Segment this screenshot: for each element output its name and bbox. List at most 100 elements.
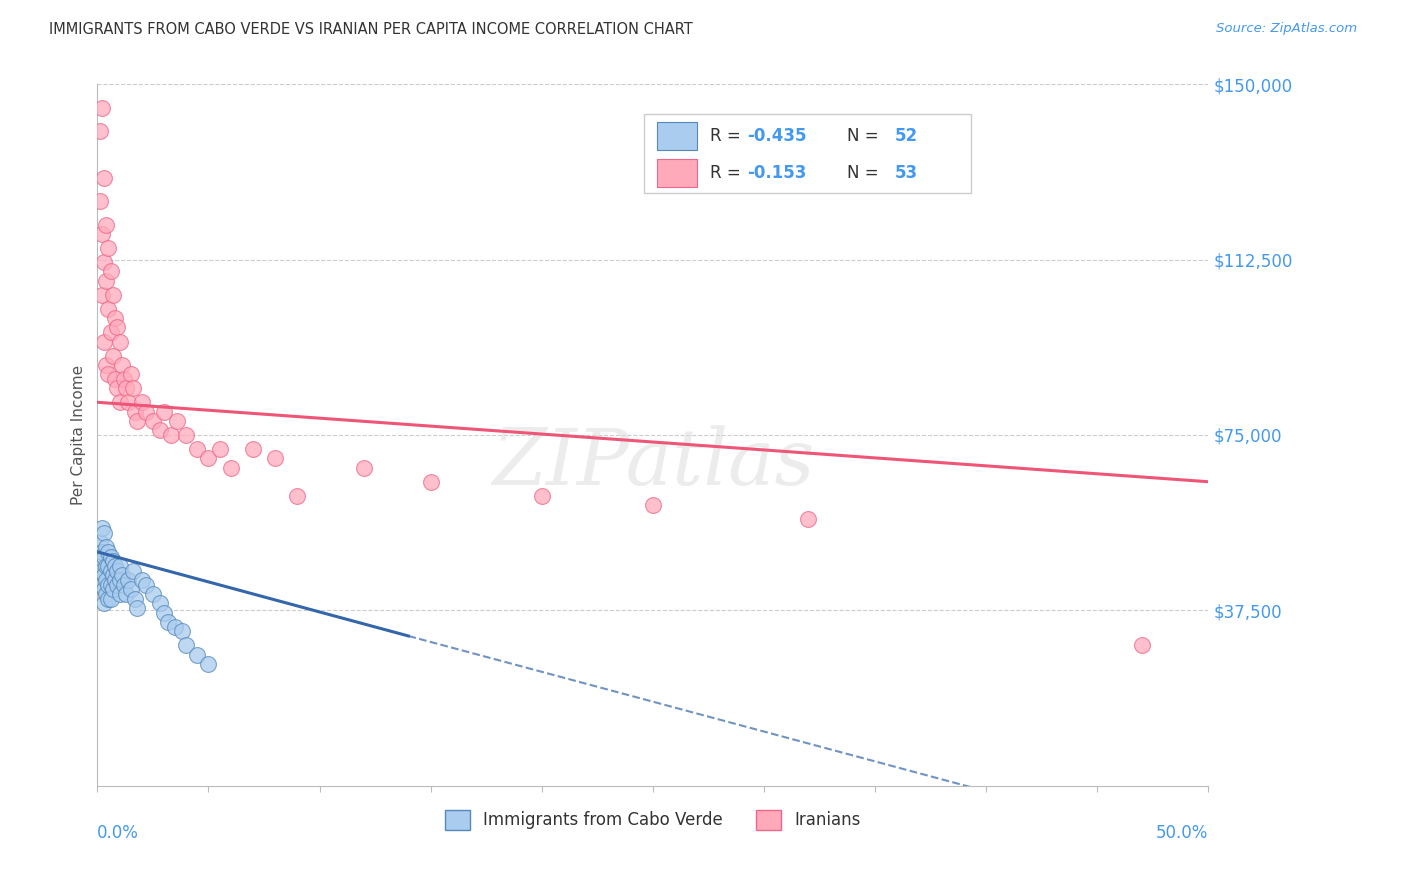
- Point: [112, 577, 135, 591]
- Legend: Immigrants from Cabo Verde, Iranians: Immigrants from Cabo Verde, Iranians: [439, 803, 868, 837]
- Point: [108, 587, 131, 601]
- Point: [108, 334, 131, 349]
- Point: [105, 320, 128, 334]
- Point: [93, 170, 115, 185]
- Point: [153, 606, 176, 620]
- Text: N =: N =: [846, 127, 884, 145]
- Point: [101, 554, 124, 568]
- Point: [100, 549, 122, 564]
- Point: [96, 274, 118, 288]
- Point: [120, 368, 142, 382]
- Point: [117, 395, 139, 409]
- Point: [135, 577, 157, 591]
- Point: [124, 591, 146, 606]
- Text: 53: 53: [894, 164, 918, 182]
- Point: [104, 573, 127, 587]
- Point: [170, 624, 193, 639]
- Point: [90, 577, 112, 591]
- Point: [90, 545, 112, 559]
- Point: [105, 577, 128, 591]
- Point: [100, 591, 122, 606]
- Point: [117, 573, 139, 587]
- Text: IMMIGRANTS FROM CABO VERDE VS IRANIAN PER CAPITA INCOME CORRELATION CHART: IMMIGRANTS FROM CABO VERDE VS IRANIAN PE…: [49, 22, 693, 37]
- Point: [96, 587, 118, 601]
- Point: [90, 101, 112, 115]
- Point: [100, 564, 122, 578]
- Point: [93, 255, 115, 269]
- Point: [90, 521, 112, 535]
- Point: [115, 381, 138, 395]
- Point: [197, 657, 219, 671]
- Point: [89, 535, 111, 549]
- Point: [111, 358, 134, 372]
- Point: [100, 325, 122, 339]
- Point: [93, 334, 115, 349]
- Text: ZIPatlas: ZIPatlas: [492, 425, 814, 501]
- Point: [285, 489, 308, 503]
- Point: [100, 577, 122, 591]
- Y-axis label: Per Capita Income: Per Capita Income: [72, 365, 86, 505]
- Point: [96, 558, 118, 573]
- Point: [97, 591, 120, 606]
- Point: [89, 554, 111, 568]
- Text: R =: R =: [710, 127, 745, 145]
- Point: [90, 227, 112, 241]
- Point: [108, 573, 131, 587]
- Point: [1130, 638, 1153, 652]
- Point: [89, 124, 111, 138]
- Point: [157, 615, 180, 629]
- Point: [142, 414, 165, 428]
- Point: [353, 460, 375, 475]
- Point: [108, 395, 131, 409]
- Point: [90, 287, 112, 301]
- Point: [197, 451, 219, 466]
- Point: [104, 558, 127, 573]
- Text: -0.153: -0.153: [747, 164, 807, 182]
- Point: [101, 568, 124, 582]
- Point: [120, 582, 142, 597]
- Point: [115, 587, 138, 601]
- Text: N =: N =: [846, 164, 884, 182]
- Text: 0.0%: 0.0%: [97, 824, 139, 842]
- Point: [93, 582, 115, 597]
- Point: [142, 587, 165, 601]
- Point: [97, 577, 120, 591]
- Point: [208, 442, 231, 456]
- Point: [97, 301, 120, 316]
- Point: [101, 287, 124, 301]
- Point: [96, 540, 118, 554]
- Point: [131, 395, 153, 409]
- Text: Source: ZipAtlas.com: Source: ZipAtlas.com: [1216, 22, 1357, 36]
- Point: [148, 423, 170, 437]
- Point: [111, 568, 134, 582]
- Point: [97, 241, 120, 255]
- Point: [112, 372, 135, 386]
- Point: [264, 451, 287, 466]
- Text: 50.0%: 50.0%: [1156, 824, 1208, 842]
- Point: [101, 349, 124, 363]
- Point: [104, 311, 127, 326]
- Point: [105, 564, 128, 578]
- Point: [101, 582, 124, 597]
- Point: [97, 545, 120, 559]
- Point: [797, 512, 820, 526]
- Point: [148, 596, 170, 610]
- Point: [93, 568, 115, 582]
- Point: [105, 381, 128, 395]
- Point: [159, 428, 181, 442]
- Point: [166, 414, 188, 428]
- Point: [641, 498, 664, 512]
- Point: [100, 264, 122, 278]
- Point: [104, 372, 127, 386]
- Point: [419, 475, 441, 489]
- Point: [131, 573, 153, 587]
- Point: [93, 526, 115, 541]
- Point: [93, 549, 115, 564]
- Point: [135, 404, 157, 418]
- Point: [219, 460, 242, 475]
- Point: [186, 648, 208, 662]
- Point: [90, 564, 112, 578]
- Point: [96, 218, 118, 232]
- Point: [122, 564, 145, 578]
- Point: [165, 619, 187, 633]
